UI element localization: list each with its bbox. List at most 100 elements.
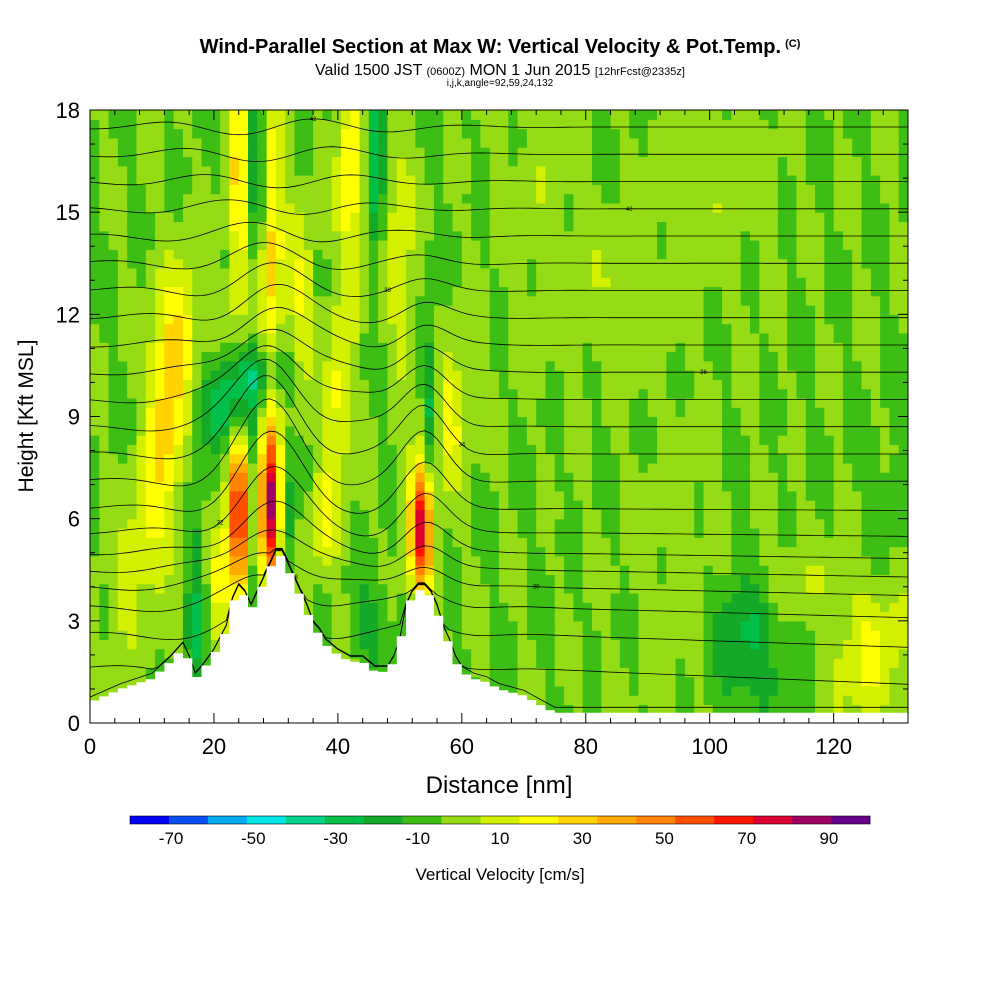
velocity-cell xyxy=(192,323,203,334)
velocity-cell xyxy=(833,240,844,250)
velocity-cell xyxy=(647,676,658,687)
velocity-cell xyxy=(90,212,100,223)
velocity-cell xyxy=(722,611,732,622)
velocity-cell xyxy=(787,305,798,315)
velocity-cell xyxy=(489,305,500,315)
velocity-cell xyxy=(694,611,705,622)
velocity-cell xyxy=(248,388,258,399)
velocity-cell xyxy=(880,323,891,334)
velocity-cell xyxy=(824,490,835,501)
velocity-cell xyxy=(136,481,147,492)
velocity-cell xyxy=(322,332,333,343)
velocity-cell xyxy=(526,444,537,455)
subtitle-date: MON 1 Jun 2015 xyxy=(469,62,591,79)
velocity-cell xyxy=(777,574,788,585)
velocity-cell xyxy=(870,704,881,715)
velocity-cell xyxy=(164,444,175,455)
velocity-cell xyxy=(415,314,426,325)
velocity-cell xyxy=(722,360,732,371)
velocity-cell xyxy=(722,397,732,408)
velocity-cell xyxy=(833,546,844,557)
velocity-cell xyxy=(536,425,547,436)
velocity-cell xyxy=(313,332,323,343)
velocity-cell xyxy=(461,565,472,575)
velocity-cell xyxy=(787,527,798,538)
velocity-cell xyxy=(182,332,193,343)
velocity-cell xyxy=(554,481,565,492)
velocity-cell xyxy=(554,202,565,213)
velocity-cell xyxy=(647,481,658,492)
velocity-cell xyxy=(285,388,296,399)
velocity-cell xyxy=(787,667,798,678)
velocity-cell xyxy=(805,648,816,659)
velocity-cell xyxy=(805,657,816,668)
velocity-cell xyxy=(471,444,482,455)
velocity-cell xyxy=(657,295,667,306)
velocity-cell xyxy=(322,193,333,204)
velocity-cell xyxy=(508,500,519,510)
velocity-cell xyxy=(415,397,426,408)
velocity-cell xyxy=(554,193,565,204)
velocity-cell xyxy=(629,370,640,380)
velocity-cell xyxy=(294,379,305,390)
velocity-cell xyxy=(471,481,482,492)
velocity-cell xyxy=(294,416,305,427)
velocity-cell xyxy=(842,277,853,288)
velocity-cell xyxy=(870,620,881,631)
velocity-cell xyxy=(303,314,314,325)
velocity-cell xyxy=(815,704,825,715)
velocity-cell xyxy=(647,388,658,399)
velocity-cell xyxy=(275,212,286,223)
velocity-cell xyxy=(248,397,258,408)
velocity-cell xyxy=(452,602,463,613)
velocity-cell xyxy=(461,193,472,204)
velocity-cell xyxy=(155,509,165,520)
velocity-cell xyxy=(870,537,881,548)
velocity-cell xyxy=(155,240,165,250)
velocity-cell xyxy=(740,630,751,641)
velocity-cell xyxy=(145,444,156,455)
velocity-cell xyxy=(545,267,556,278)
velocity-cell xyxy=(415,323,426,334)
velocity-cell xyxy=(415,583,426,594)
velocity-cell xyxy=(749,565,760,575)
velocity-cell xyxy=(591,490,602,501)
velocity-cell xyxy=(387,193,398,204)
velocity-cell xyxy=(824,611,835,622)
velocity-cell xyxy=(517,277,528,288)
velocity-cell xyxy=(582,685,593,696)
velocity-cell xyxy=(740,695,751,706)
velocity-cell xyxy=(870,648,881,659)
velocity-cell xyxy=(870,602,881,613)
velocity-cell xyxy=(173,212,184,223)
velocity-cell xyxy=(155,574,165,585)
velocity-cell xyxy=(787,500,798,510)
velocity-cell xyxy=(415,435,426,445)
velocity-cell xyxy=(294,397,305,408)
velocity-cell xyxy=(629,527,640,538)
velocity-cell xyxy=(591,212,602,223)
velocity-cell xyxy=(173,639,184,650)
velocity-cell xyxy=(898,202,908,213)
velocity-cell xyxy=(870,221,881,232)
velocity-cell xyxy=(471,620,482,631)
velocity-cell xyxy=(536,277,547,288)
velocity-cell xyxy=(833,630,844,641)
velocity-cell xyxy=(749,360,760,371)
velocity-cell xyxy=(331,630,342,641)
velocity-cell xyxy=(294,509,305,520)
velocity-cell xyxy=(712,249,723,260)
velocity-cell xyxy=(313,351,323,362)
velocity-cell xyxy=(415,351,426,362)
velocity-cell xyxy=(703,685,714,696)
velocity-cell xyxy=(201,509,212,520)
velocity-cell xyxy=(238,351,249,362)
velocity-cell xyxy=(777,305,788,315)
velocity-cell xyxy=(526,509,537,520)
velocity-cell xyxy=(452,305,463,315)
velocity-cell xyxy=(647,249,658,260)
velocity-cell xyxy=(303,565,314,575)
velocity-cell xyxy=(526,435,537,445)
velocity-cell xyxy=(387,379,398,390)
velocity-cell xyxy=(675,667,686,678)
